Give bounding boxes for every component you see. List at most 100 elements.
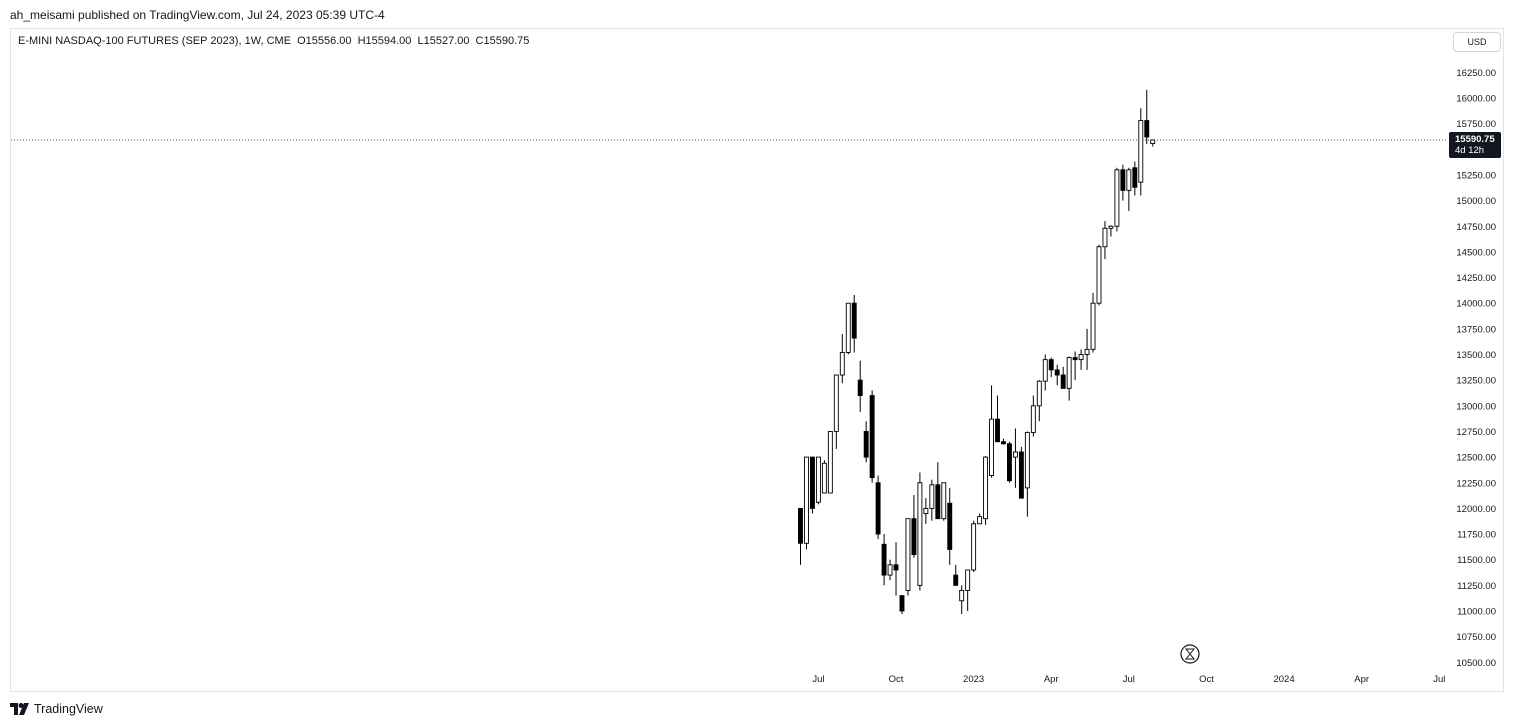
candle[interactable] [1078, 349, 1084, 370]
y-tick-label: 10500.00 [1456, 658, 1496, 669]
y-tick-label: 12250.00 [1456, 478, 1496, 489]
candle[interactable] [1072, 351, 1078, 381]
candle-body [809, 456, 815, 509]
symbol-title[interactable]: E-MINI NASDAQ-100 FUTURES (SEP 2023), 1W… [18, 35, 292, 47]
candle-body [953, 574, 959, 586]
candle-body [929, 484, 935, 509]
x-tick-label: Oct [889, 674, 904, 685]
candle[interactable] [857, 360, 863, 412]
candle[interactable] [839, 333, 845, 384]
last-price-value: 15590.75 [1455, 134, 1495, 145]
candle-body [905, 518, 911, 591]
candle[interactable] [947, 487, 953, 565]
candle[interactable] [1150, 139, 1156, 147]
candle[interactable] [1090, 292, 1096, 353]
candle[interactable] [863, 421, 869, 463]
candle[interactable] [875, 475, 881, 540]
x-tick-label: Jul [1123, 674, 1135, 685]
candle[interactable] [1012, 428, 1018, 488]
candle[interactable] [1138, 108, 1144, 196]
candle[interactable] [977, 513, 983, 525]
candle[interactable] [917, 472, 923, 591]
candle[interactable] [1096, 244, 1102, 306]
candle[interactable] [899, 595, 905, 615]
candle[interactable] [833, 374, 839, 449]
candle[interactable] [809, 456, 815, 514]
candle[interactable] [815, 456, 821, 505]
candle-body [804, 456, 809, 544]
candle[interactable] [1054, 364, 1060, 386]
candle[interactable] [887, 559, 893, 581]
candle-body [947, 502, 953, 550]
y-tick-label: 11500.00 [1457, 555, 1496, 566]
y-tick-label: 12000.00 [1456, 504, 1496, 515]
candle[interactable] [1048, 357, 1054, 378]
y-tick-label: 15000.00 [1456, 196, 1496, 207]
candle[interactable] [1114, 167, 1120, 232]
y-tick-label: 13000.00 [1456, 401, 1496, 412]
candle[interactable] [995, 395, 1000, 443]
candle[interactable] [827, 431, 833, 494]
y-tick-label: 16250.00 [1456, 68, 1496, 79]
y-tick-label: 11750.00 [1457, 530, 1496, 541]
candle-body [1072, 357, 1078, 361]
time-replay-icon[interactable] [1180, 644, 1200, 664]
candle[interactable] [821, 460, 827, 494]
candle-body [833, 374, 839, 432]
candle[interactable] [923, 498, 929, 524]
candle-body [1126, 169, 1132, 191]
candle[interactable] [941, 482, 947, 521]
candle[interactable] [1120, 164, 1126, 201]
candle[interactable] [911, 495, 917, 558]
candle[interactable] [905, 518, 911, 596]
candle-body [1108, 225, 1114, 229]
candle-body [1120, 169, 1126, 191]
candle[interactable] [1066, 356, 1072, 401]
candle-body [941, 482, 947, 520]
candle[interactable] [965, 569, 971, 611]
ohlc-close: C15590.75 [475, 35, 530, 47]
candle-body [887, 564, 893, 576]
candle[interactable] [1060, 366, 1066, 389]
candle[interactable] [881, 534, 887, 586]
candle[interactable] [1132, 161, 1138, 196]
candle[interactable] [1084, 328, 1090, 370]
y-tick-label: 14500.00 [1456, 247, 1496, 258]
candle[interactable] [1102, 221, 1108, 260]
candle[interactable] [1126, 167, 1132, 211]
candle[interactable] [1144, 89, 1150, 145]
tradingview-logo[interactable]: TradingView [10, 702, 103, 716]
y-tick-label: 13500.00 [1456, 350, 1496, 361]
candle[interactable] [989, 385, 994, 478]
candle-body [857, 379, 863, 396]
candle[interactable] [959, 585, 965, 615]
x-tick-label: 2023 [963, 674, 984, 685]
candle-body [959, 590, 965, 602]
candle[interactable] [953, 564, 959, 586]
candle[interactable] [893, 542, 899, 596]
candle[interactable] [798, 507, 803, 565]
currency-button[interactable]: USD [1453, 32, 1501, 52]
candle[interactable] [845, 302, 851, 355]
candle[interactable] [1036, 380, 1042, 422]
candle[interactable] [1108, 225, 1114, 237]
candle[interactable] [1018, 446, 1024, 499]
candle[interactable] [929, 479, 935, 521]
candle-body [869, 395, 875, 479]
candle[interactable] [983, 456, 989, 525]
y-tick-label: 14750.00 [1456, 222, 1496, 233]
candle[interactable] [1007, 441, 1012, 483]
candle[interactable] [869, 390, 875, 483]
candle[interactable] [1024, 431, 1030, 517]
candle[interactable] [804, 456, 809, 550]
candle[interactable] [1030, 395, 1036, 437]
x-tick-label: Oct [1199, 674, 1214, 685]
y-tick-label: 11250.00 [1457, 581, 1496, 592]
candle[interactable] [1001, 438, 1006, 445]
candle[interactable] [935, 462, 941, 520]
candle-body [1078, 354, 1084, 361]
candle[interactable] [971, 520, 977, 573]
candle[interactable] [1042, 354, 1048, 391]
candle[interactable] [851, 294, 857, 353]
